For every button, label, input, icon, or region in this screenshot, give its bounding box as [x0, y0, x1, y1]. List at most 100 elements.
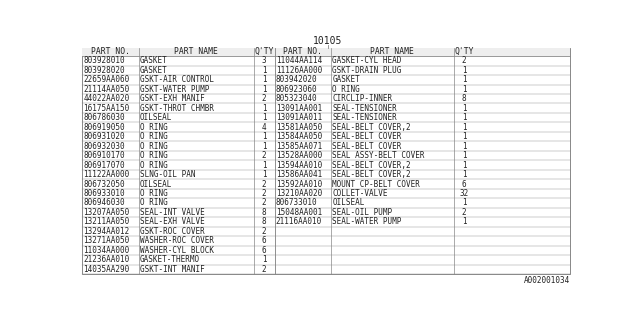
Text: GASKET: GASKET	[140, 66, 168, 75]
Text: 1: 1	[461, 85, 467, 94]
Text: 806917070: 806917070	[83, 161, 125, 170]
Text: O RING: O RING	[140, 123, 168, 132]
Text: GSKT-INT MANIF: GSKT-INT MANIF	[140, 265, 205, 274]
Text: 13207AA050: 13207AA050	[83, 208, 130, 217]
Text: 1: 1	[461, 142, 467, 151]
Text: 1: 1	[262, 161, 266, 170]
Text: 1: 1	[461, 113, 467, 122]
Text: GSKT-DRAIN PLUG: GSKT-DRAIN PLUG	[332, 66, 402, 75]
Text: GASKET-THERMO: GASKET-THERMO	[140, 255, 200, 264]
Text: 1: 1	[461, 198, 467, 207]
Text: 6: 6	[461, 180, 467, 188]
Bar	[83, 48, 570, 56]
Text: 4: 4	[262, 123, 266, 132]
Text: 11122AA000: 11122AA000	[83, 170, 130, 179]
Text: SEAL-BELT COVER,2: SEAL-BELT COVER,2	[332, 170, 411, 179]
Text: 806732050: 806732050	[83, 180, 125, 188]
Text: 6: 6	[262, 236, 266, 245]
Text: 11034AA000: 11034AA000	[83, 246, 130, 255]
Text: 13592AA010: 13592AA010	[276, 180, 322, 188]
Text: 806910170: 806910170	[83, 151, 125, 160]
Text: 1: 1	[461, 123, 467, 132]
Text: 13271AA050: 13271AA050	[83, 236, 130, 245]
Text: GSKT-AIR CONTROL: GSKT-AIR CONTROL	[140, 75, 214, 84]
Text: O RING: O RING	[140, 189, 168, 198]
Text: SEAL-BELT COVER: SEAL-BELT COVER	[332, 132, 402, 141]
Text: GSKT-EXH MANIF: GSKT-EXH MANIF	[140, 94, 205, 103]
Text: PART NO.: PART NO.	[91, 47, 130, 56]
Text: 11044AA114: 11044AA114	[276, 56, 322, 65]
Text: 21236AA010: 21236AA010	[83, 255, 130, 264]
Text: 21116AA010: 21116AA010	[276, 217, 322, 227]
Text: 32: 32	[460, 189, 468, 198]
Text: SLNG-OIL PAN: SLNG-OIL PAN	[140, 170, 196, 179]
Text: 13581AA050: 13581AA050	[276, 123, 322, 132]
Text: 1: 1	[262, 142, 266, 151]
Text: 806931020: 806931020	[83, 132, 125, 141]
Text: 13091AA001: 13091AA001	[276, 104, 322, 113]
Text: WASHER-CYL BLOCK: WASHER-CYL BLOCK	[140, 246, 214, 255]
Text: 1: 1	[461, 217, 467, 227]
Text: 13210AA020: 13210AA020	[276, 189, 322, 198]
Text: GASKET: GASKET	[140, 56, 168, 65]
Text: 2: 2	[461, 208, 467, 217]
Text: SEAL-TENSIONER: SEAL-TENSIONER	[332, 104, 397, 113]
Text: SEAL-BELT COVER,2: SEAL-BELT COVER,2	[332, 161, 411, 170]
Text: 13091AA011: 13091AA011	[276, 113, 322, 122]
Text: SEAL-BELT COVER,2: SEAL-BELT COVER,2	[332, 123, 411, 132]
Text: PART NAME: PART NAME	[174, 47, 218, 56]
Text: 806733010: 806733010	[276, 198, 317, 207]
Text: 15048AA001: 15048AA001	[276, 208, 322, 217]
Text: MOUNT CP-BELT COVER: MOUNT CP-BELT COVER	[332, 180, 420, 188]
Text: SEAL-OIL PUMP: SEAL-OIL PUMP	[332, 208, 392, 217]
Text: 2: 2	[262, 198, 266, 207]
Text: WASHER-ROC COVER: WASHER-ROC COVER	[140, 236, 214, 245]
Text: 11126AA000: 11126AA000	[276, 66, 322, 75]
Text: O RING: O RING	[140, 151, 168, 160]
Text: 806786030: 806786030	[83, 113, 125, 122]
Text: 1: 1	[262, 66, 266, 75]
Text: 13585AA071: 13585AA071	[276, 142, 322, 151]
Text: 2: 2	[262, 265, 266, 274]
Text: SEAL-INT VALVE: SEAL-INT VALVE	[140, 208, 205, 217]
Text: O RING: O RING	[140, 198, 168, 207]
Text: 1: 1	[262, 113, 266, 122]
Text: O RING: O RING	[140, 142, 168, 151]
Text: OILSEAL: OILSEAL	[140, 113, 172, 122]
Text: 1: 1	[461, 170, 467, 179]
Text: 44022AA020: 44022AA020	[83, 94, 130, 103]
Text: 1: 1	[262, 85, 266, 94]
Text: 806932030: 806932030	[83, 142, 125, 151]
Text: GSKT-ROC COVER: GSKT-ROC COVER	[140, 227, 205, 236]
Text: OILSEAL: OILSEAL	[140, 180, 172, 188]
Text: 16175AA150: 16175AA150	[83, 104, 130, 113]
Text: 1: 1	[461, 151, 467, 160]
Text: 1: 1	[461, 104, 467, 113]
Text: GSKT-THROT CHMBR: GSKT-THROT CHMBR	[140, 104, 214, 113]
Text: GASKET: GASKET	[332, 75, 360, 84]
Text: 13211AA050: 13211AA050	[83, 217, 130, 227]
Text: 2: 2	[262, 227, 266, 236]
Text: 2: 2	[461, 56, 467, 65]
Text: 806919050: 806919050	[83, 123, 125, 132]
Text: 1: 1	[461, 132, 467, 141]
Text: 803928020: 803928020	[83, 66, 125, 75]
Text: SEAL-WATER PUMP: SEAL-WATER PUMP	[332, 217, 402, 227]
Text: Q'TY: Q'TY	[454, 47, 474, 56]
Text: 803942020: 803942020	[276, 75, 317, 84]
Text: 1: 1	[262, 132, 266, 141]
Text: GSKT-WATER PUMP: GSKT-WATER PUMP	[140, 85, 209, 94]
Text: SEAL-BELT COVER: SEAL-BELT COVER	[332, 142, 402, 151]
Text: 2: 2	[262, 94, 266, 103]
Text: 1: 1	[262, 170, 266, 179]
Text: 8: 8	[262, 208, 266, 217]
Text: 13528AA000: 13528AA000	[276, 151, 322, 160]
Text: CIRCLIP-INNER: CIRCLIP-INNER	[332, 94, 392, 103]
Text: GASKET-CYL HEAD: GASKET-CYL HEAD	[332, 56, 402, 65]
Text: 803928010: 803928010	[83, 56, 125, 65]
Text: 8: 8	[262, 217, 266, 227]
Text: 1: 1	[461, 161, 467, 170]
Text: 13586AA041: 13586AA041	[276, 170, 322, 179]
Text: 2: 2	[262, 151, 266, 160]
Text: 6: 6	[262, 246, 266, 255]
